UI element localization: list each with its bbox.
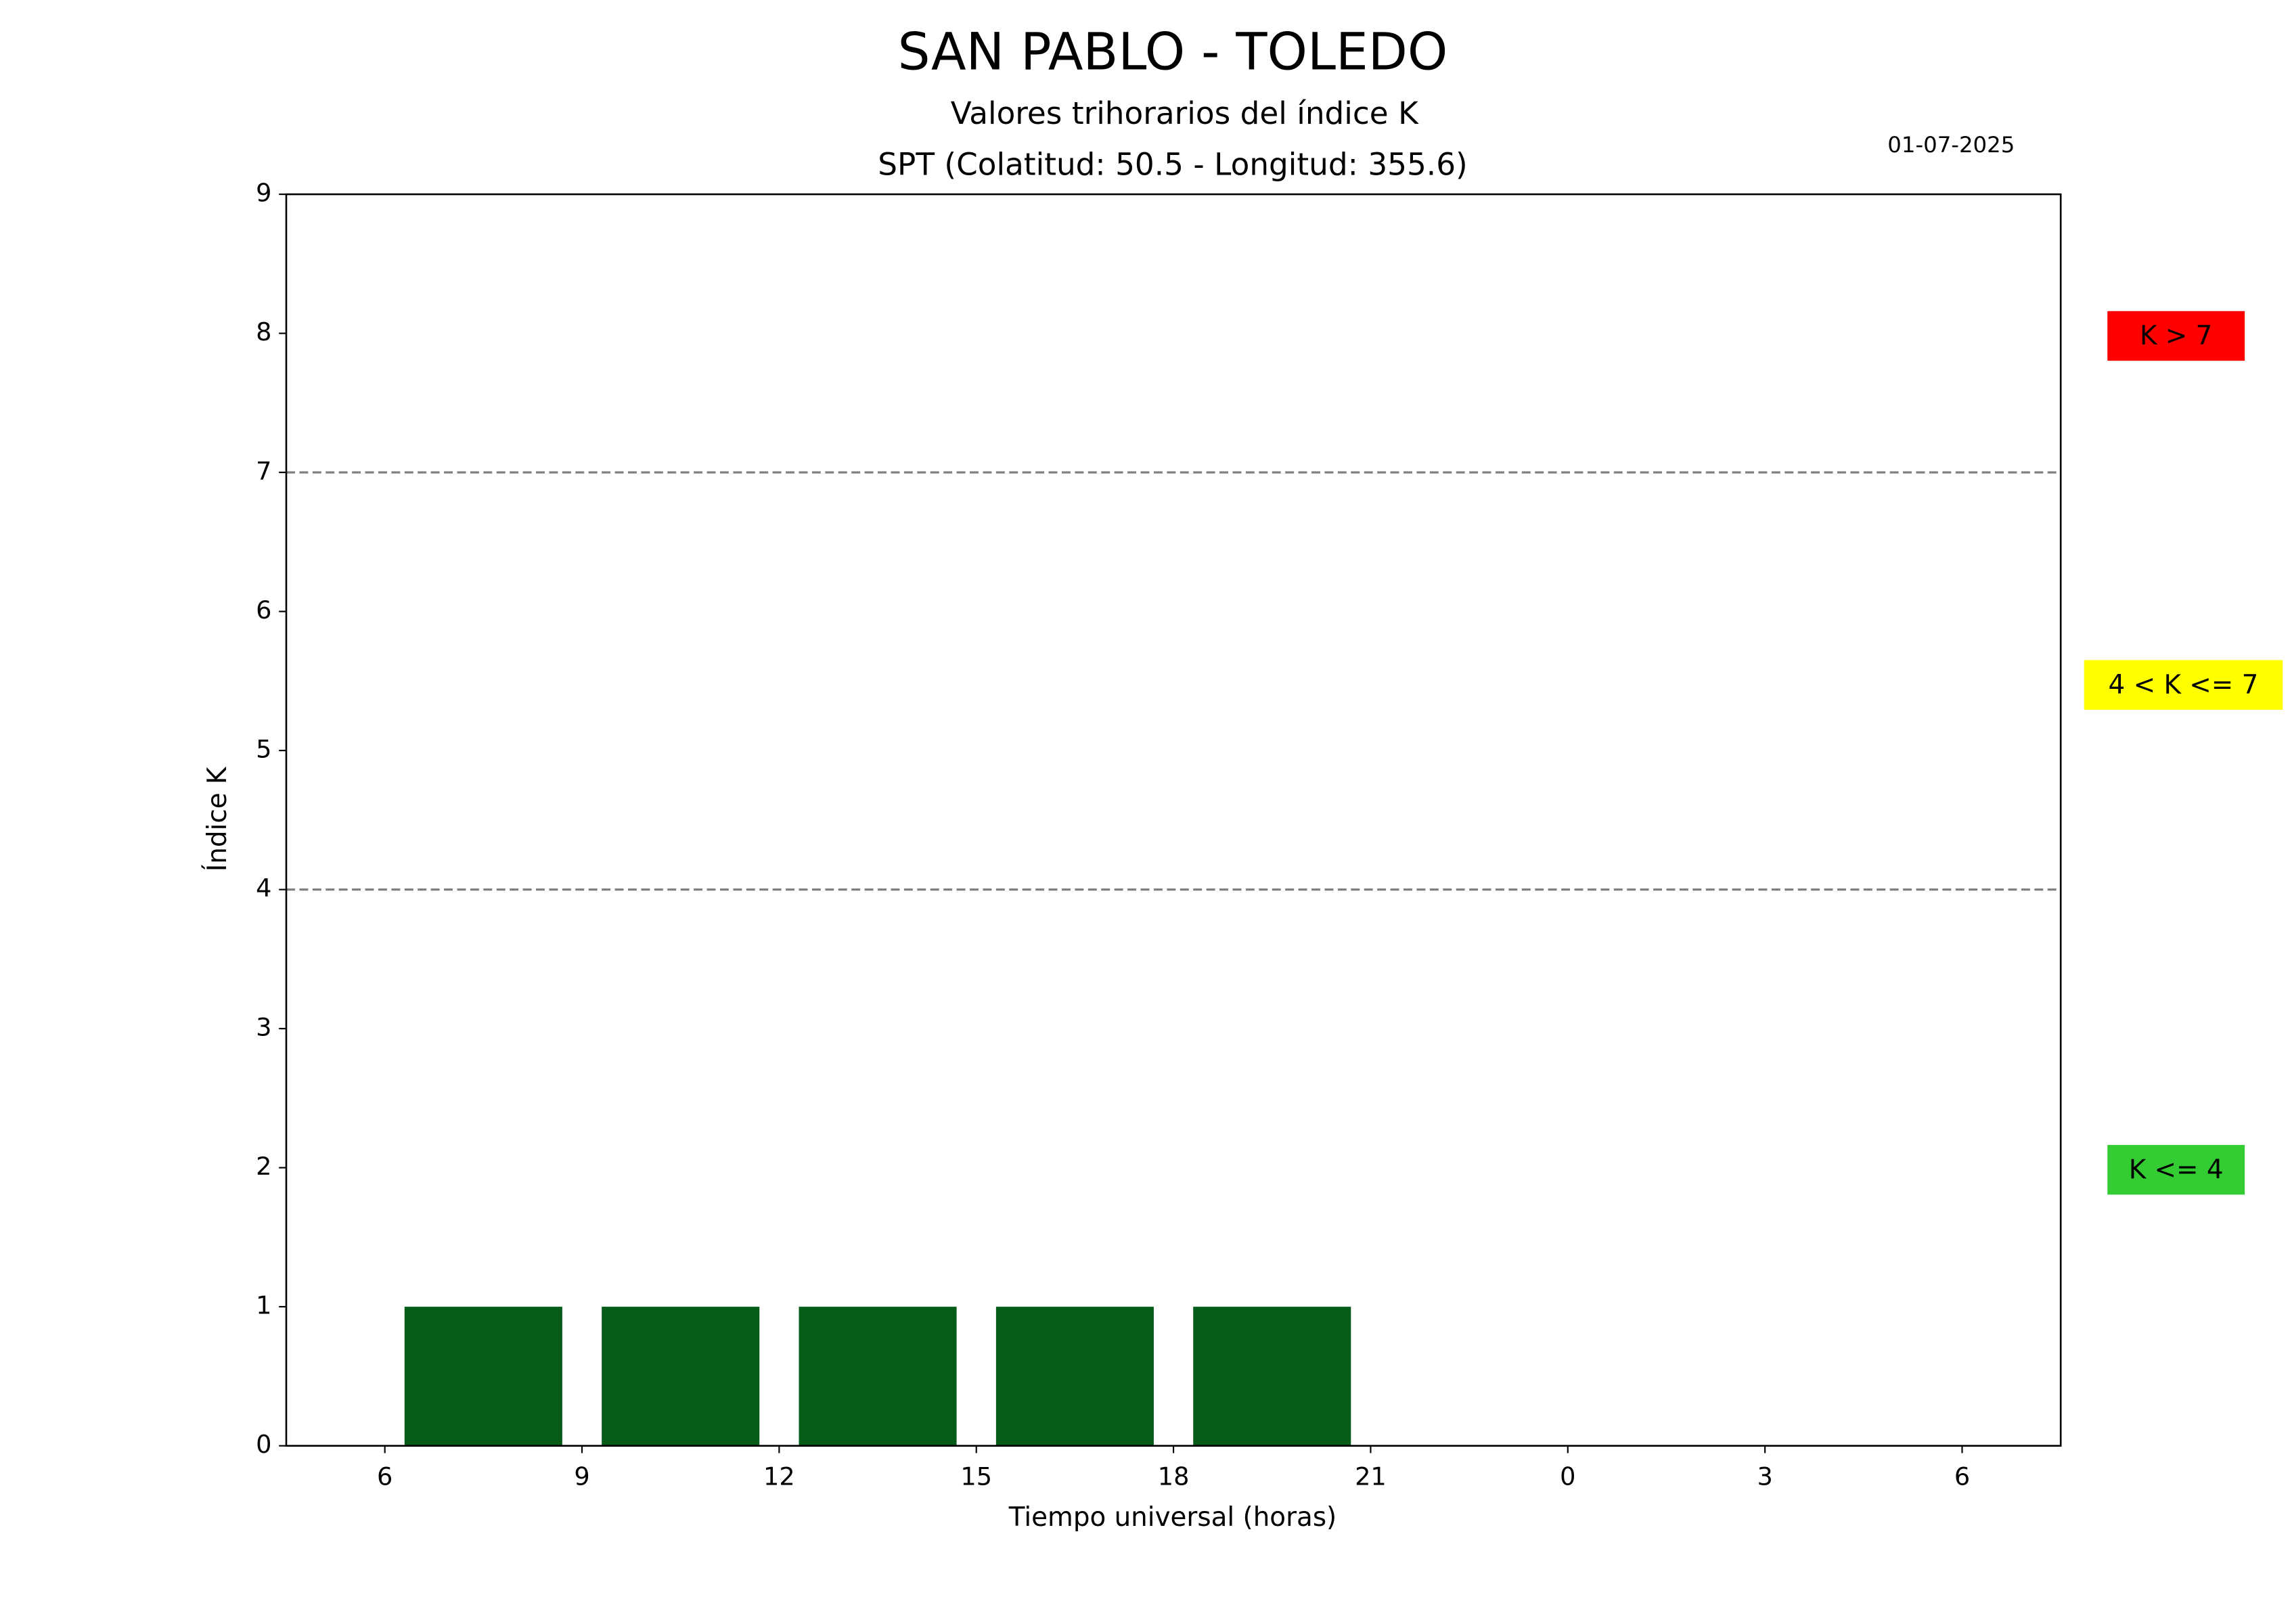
bar: [1193, 1307, 1351, 1446]
y-tick-label: 3: [256, 1013, 271, 1042]
date-label: 01-07-2025: [1887, 132, 2015, 158]
y-tick-label: 2: [256, 1152, 271, 1181]
chart-subtitle: Valores trihorarios del índice K: [951, 95, 1419, 131]
y-tick-label: 8: [256, 317, 271, 346]
x-tick-label: 6: [1954, 1462, 1970, 1491]
x-axis-label: Tiempo universal (horas): [1008, 1502, 1337, 1533]
y-axis-label: Índice K: [201, 766, 233, 872]
y-tick-label: 5: [256, 735, 271, 764]
x-tick-label: 21: [1355, 1462, 1387, 1491]
y-tick-label: 1: [256, 1291, 271, 1320]
y-tick-label: 9: [256, 179, 271, 208]
y-tick-label: 0: [256, 1430, 271, 1459]
x-tick-label: 0: [1560, 1462, 1575, 1491]
legend-label: K > 7: [2140, 321, 2212, 351]
x-tick-label: 15: [960, 1462, 992, 1491]
x-tick-label: 12: [763, 1462, 795, 1491]
y-tick-label: 4: [256, 874, 271, 903]
x-tick-label: 18: [1158, 1462, 1190, 1491]
x-tick-label: 6: [377, 1462, 392, 1491]
legend-label: K <= 4: [2129, 1154, 2224, 1185]
chart-subtitle: SPT (Colatitud: 50.5 - Longitud: 355.6): [878, 147, 1467, 183]
bar: [799, 1307, 957, 1446]
bar: [995, 1307, 1154, 1446]
legend-box: [2084, 660, 2283, 710]
chart-title: SAN PABLO - TOLEDO: [898, 22, 1448, 82]
legend-box: [2107, 311, 2245, 361]
x-tick-label: 3: [1757, 1462, 1772, 1491]
bar: [404, 1307, 562, 1446]
plot-frame: [285, 193, 2062, 1447]
y-tick-label: 6: [256, 595, 271, 625]
legend-box: [2107, 1145, 2245, 1195]
bar: [602, 1307, 760, 1446]
legend-label: 4 < K <= 7: [2109, 670, 2259, 700]
x-tick-label: 9: [574, 1462, 589, 1491]
y-tick-label: 7: [256, 457, 271, 486]
